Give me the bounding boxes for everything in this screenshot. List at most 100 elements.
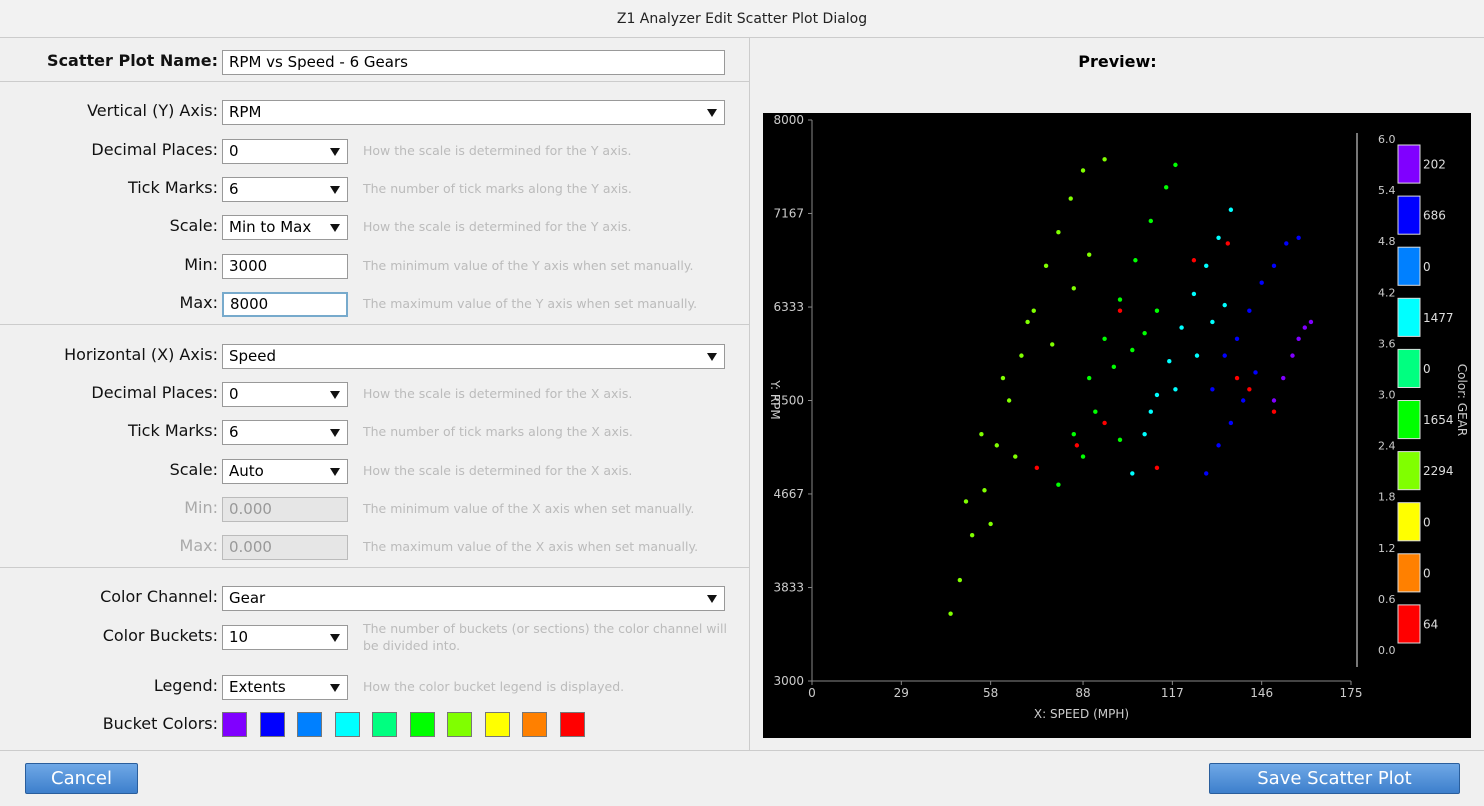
help-text: How the scale is determined for the X ax… — [363, 386, 633, 401]
help-text: The number of tick marks along the X axi… — [363, 424, 633, 439]
y-tick-label: 8000 — [773, 113, 804, 127]
dropdown[interactable]: 6 — [222, 177, 348, 202]
legend-swatch — [1397, 604, 1421, 644]
field-label: Min: — [184, 255, 218, 274]
x-tick-label: 29 — [894, 686, 909, 700]
text-input[interactable]: 8000 — [222, 292, 348, 317]
help-text: How the color bucket legend is displayed… — [363, 679, 625, 694]
help-text: How the scale is determined for the Y ax… — [363, 219, 632, 234]
field-label: Scale: — [169, 216, 218, 235]
bucket-color[interactable] — [409, 712, 435, 737]
data-point — [1154, 392, 1160, 398]
legend-swatch — [1397, 400, 1421, 440]
save-button[interactable]: Save Scatter Plot — [1209, 763, 1460, 794]
data-point — [1111, 364, 1117, 370]
data-point — [1080, 454, 1086, 459]
help-text: How the scale is determined for the Y ax… — [363, 143, 632, 158]
dropdown[interactable]: 10 — [222, 625, 348, 650]
data-point — [1271, 263, 1277, 269]
legend-tick-label: 1.8 — [1378, 491, 1396, 504]
field-label: Decimal Places: — [91, 383, 218, 402]
field-label: Min: — [184, 498, 218, 517]
data-point — [1302, 325, 1307, 330]
data-point — [979, 431, 984, 437]
data-point — [988, 521, 993, 527]
x-axis-title: X: SPEED (MPH) — [1034, 707, 1129, 721]
data-point — [1228, 207, 1234, 212]
legend-tick-label: 3.6 — [1378, 337, 1396, 350]
data-point — [1259, 280, 1264, 285]
bucket-color[interactable] — [297, 712, 322, 737]
data-point — [1071, 431, 1076, 437]
x-tick-label: 117 — [1161, 686, 1184, 700]
dropdown[interactable]: Speed — [222, 344, 725, 369]
data-point — [1102, 420, 1107, 426]
data-point — [1284, 241, 1289, 246]
x-tick-label: 0 — [808, 686, 816, 700]
help-text: The minimum value of the X axis when set… — [363, 501, 695, 516]
legend-swatch — [1397, 246, 1421, 286]
bucket-count: 0 — [1423, 515, 1431, 529]
cancel-button[interactable]: Cancel — [25, 763, 138, 794]
data-point — [1117, 297, 1123, 302]
data-point — [1247, 308, 1252, 313]
text-input[interactable]: 3000 — [222, 254, 348, 279]
dropdown[interactable]: Extents — [222, 675, 348, 700]
help-text: The number of buckets (or sections) the … — [363, 621, 727, 653]
data-point — [1071, 286, 1076, 291]
dropdown[interactable]: 6 — [222, 420, 348, 445]
data-point — [1102, 336, 1107, 341]
data-point — [1247, 387, 1252, 392]
dropdown[interactable]: Min to Max — [222, 215, 348, 240]
legend-tick-label: 4.2 — [1378, 286, 1396, 299]
form-section: Color Channel: Gear Color Buckets: 10 The nu… — [0, 568, 750, 750]
help-text: How the scale is determined for the X ax… — [363, 463, 633, 478]
dropdown[interactable]: Gear — [222, 586, 725, 611]
bucket-color[interactable] — [372, 712, 397, 737]
dropdown[interactable]: 0 — [222, 382, 348, 407]
field-label: Horizontal (X) Axis: — [64, 345, 218, 364]
field-label: Bucket Colors: — [102, 714, 218, 733]
dropdown[interactable]: Auto — [222, 459, 348, 484]
bucket-color[interactable] — [447, 712, 472, 737]
data-point — [1296, 235, 1301, 241]
data-point — [1216, 235, 1221, 241]
bucket-color[interactable] — [559, 712, 585, 737]
legend-tick-label: 6.0 — [1378, 133, 1396, 146]
data-point — [1130, 471, 1135, 476]
legend-tick-label: 5.4 — [1378, 184, 1396, 197]
bucket-color[interactable] — [484, 712, 510, 737]
form-panel: Scatter Plot Name: RPM vs Speed - 6 Gears… — [0, 38, 750, 750]
bucket-color[interactable] — [222, 712, 247, 737]
data-point — [948, 611, 953, 616]
bucket-color[interactable] — [522, 712, 547, 737]
data-point — [963, 499, 969, 504]
bucket-color[interactable] — [259, 712, 285, 737]
field-label: Scale: — [169, 460, 218, 479]
data-point — [1087, 252, 1092, 257]
data-point — [1225, 241, 1230, 246]
data-point — [1102, 157, 1107, 162]
data-point — [1087, 375, 1092, 381]
help-text: The maximum value of the Y axis when set… — [363, 296, 698, 311]
data-point — [1234, 336, 1240, 341]
bucket-count: 686 — [1423, 209, 1446, 223]
data-point — [1290, 353, 1295, 358]
bucket-count: 0 — [1423, 362, 1431, 376]
data-point — [1167, 359, 1172, 364]
x-tick-label: 88 — [1075, 686, 1090, 700]
field-label: Max: — [179, 536, 218, 555]
x-tick-label: 146 — [1250, 686, 1273, 700]
y-tick-label: 3000 — [773, 674, 804, 688]
dropdown[interactable]: RPM — [222, 100, 725, 125]
y-tick-label: 3833 — [773, 581, 804, 595]
data-point — [1179, 325, 1184, 330]
legend-swatch — [1397, 451, 1421, 491]
data-point — [1142, 330, 1147, 336]
field-label: Decimal Places: — [91, 140, 218, 159]
text-input[interactable]: RPM vs Speed - 6 Gears — [222, 50, 725, 75]
data-point — [1130, 347, 1135, 353]
bucket-count: 64 — [1423, 617, 1438, 631]
dropdown[interactable]: 0 — [222, 139, 348, 164]
bucket-color[interactable] — [334, 712, 360, 737]
